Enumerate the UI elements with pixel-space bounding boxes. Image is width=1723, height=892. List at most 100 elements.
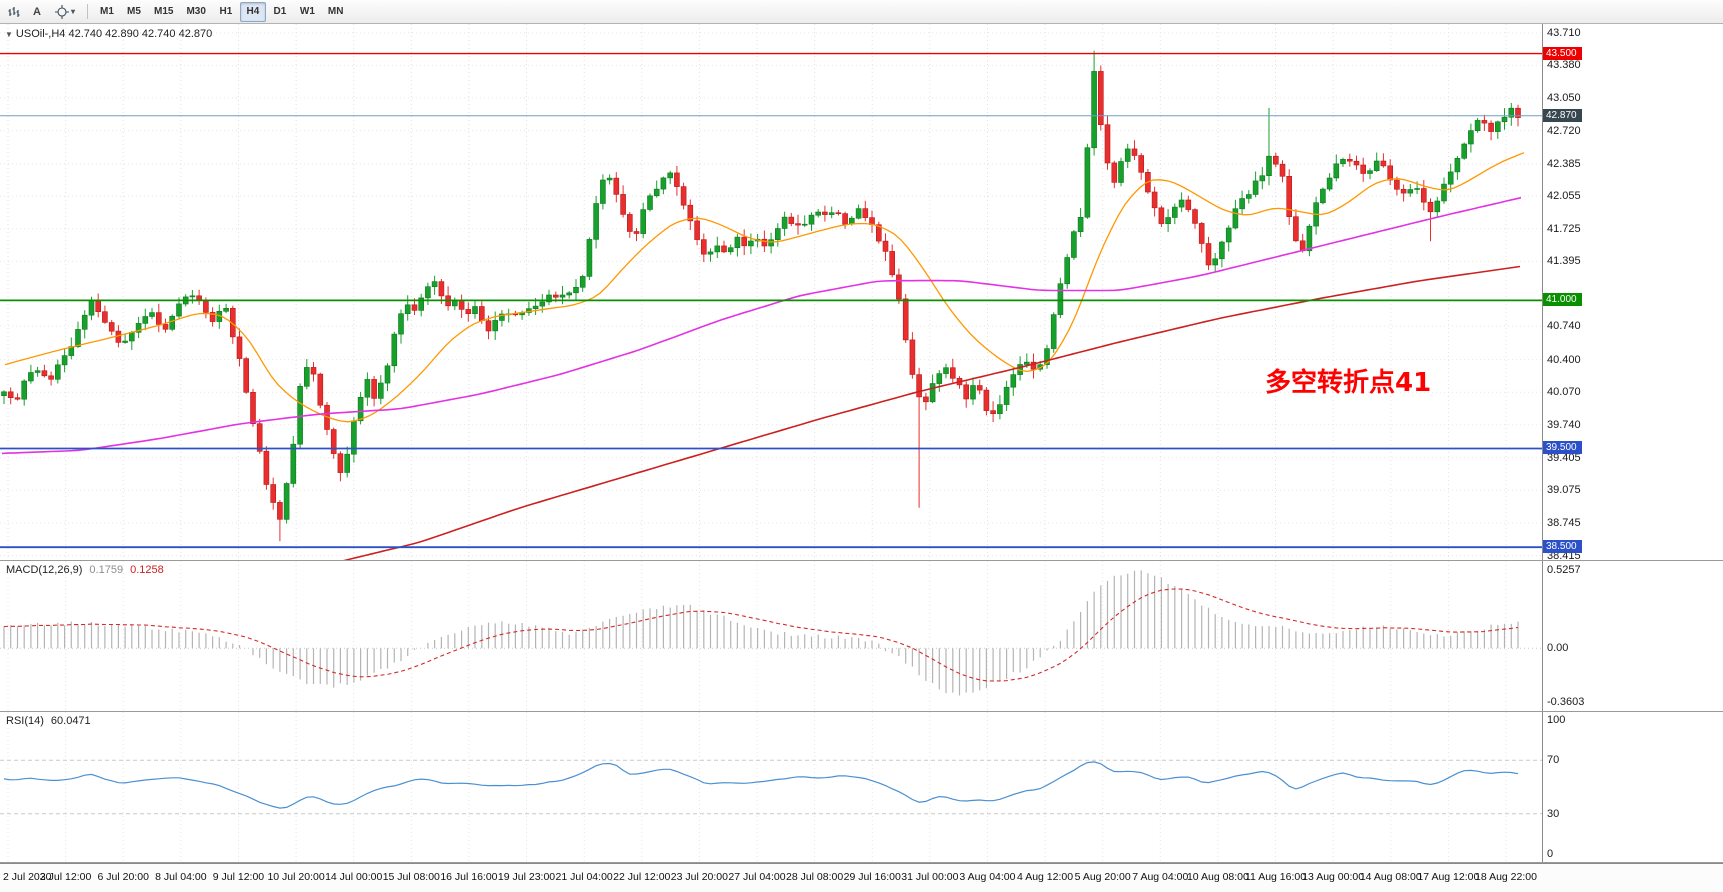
rsi-canvas	[0, 712, 1542, 862]
timeframe-button-m5[interactable]: M5	[121, 2, 147, 22]
candle	[916, 367, 922, 508]
candle	[418, 293, 425, 317]
time-axis-label: 27 Jul 04:00	[728, 871, 786, 883]
text-tool-button[interactable]: A	[26, 2, 48, 22]
candle	[674, 166, 680, 196]
candle	[472, 299, 478, 319]
candle	[344, 446, 351, 478]
price-axis-label: 43.050	[1547, 92, 1581, 105]
candle	[896, 268, 902, 304]
candle	[526, 301, 532, 316]
ma-fast-line	[4, 152, 1525, 423]
candle	[277, 500, 283, 542]
candle	[714, 236, 721, 258]
candle	[835, 210, 842, 216]
candle	[14, 393, 21, 401]
candle	[788, 212, 795, 227]
candle	[633, 228, 640, 242]
candle	[1239, 190, 1245, 215]
candle	[1360, 157, 1366, 182]
candle	[687, 199, 694, 230]
candle	[1064, 253, 1070, 289]
price-chart-canvas: 多空转折点41	[0, 24, 1542, 560]
candle	[889, 244, 896, 278]
candle	[1192, 208, 1198, 229]
candle	[842, 211, 848, 229]
time-axis-label: 3 Aug 04:00	[959, 871, 1016, 883]
candle	[707, 248, 714, 262]
time-axis-label: 4 Aug 12:00	[1017, 871, 1074, 883]
symbol-ohlc-text: USOil-,H4 42.740 42.890 42.740 42.870	[15, 28, 213, 40]
time-axis-label: 10 Aug 08:00	[1186, 871, 1249, 883]
candle	[1407, 184, 1414, 197]
candle	[1044, 344, 1050, 369]
timeframe-button-d1[interactable]: D1	[267, 2, 293, 22]
candle	[1441, 177, 1447, 204]
candle	[1, 390, 7, 405]
candle	[458, 294, 465, 318]
rsi-value: 60.0471	[50, 715, 91, 727]
chevron-down-icon: ▾	[70, 7, 75, 16]
macd-panel[interactable]: MACD(12,26,9) 0.1759 0.1258 0.5257 0.00 -0.3…	[0, 561, 1723, 712]
timeframe-button-h1[interactable]: H1	[213, 2, 239, 22]
candle	[303, 359, 310, 390]
candle	[748, 233, 754, 255]
candle	[1427, 198, 1434, 242]
candle	[364, 372, 371, 406]
candle	[640, 202, 647, 239]
candle	[391, 331, 398, 373]
candle	[613, 172, 620, 203]
time-axis-label: 16 Jul 16:00	[440, 871, 498, 883]
candle	[61, 348, 68, 373]
candle	[573, 279, 579, 301]
timeframe-button-w1[interactable]: W1	[294, 2, 321, 22]
timeframe-button-mn[interactable]: MN	[322, 2, 350, 22]
timeframe-button-m15[interactable]: M15	[148, 2, 179, 22]
rsi-panel[interactable]: RSI(14) 60.0471 100 70 30 0	[0, 712, 1723, 863]
candle	[209, 307, 216, 327]
time-axis-label: 15 Jul 08:00	[382, 871, 440, 883]
rsi-axis-label: 0	[1547, 848, 1554, 860]
top-toolbar: A ▾ M1 M5 M15 M30 H1 H4 D1 W1 MN	[0, 0, 1723, 24]
collapse-arrow-icon[interactable]: ▼	[5, 30, 13, 39]
candle	[169, 314, 175, 332]
candle	[337, 451, 344, 482]
crosshair-icon	[54, 4, 69, 19]
price-chart-panel[interactable]: 多空转折点41 ▼ USOil-,H4 42.740 42.890 42.740 …	[0, 24, 1723, 562]
candle	[909, 332, 916, 379]
chart-bars-button[interactable]	[3, 2, 25, 22]
candle	[135, 316, 142, 339]
timeframe-button-h4[interactable]: H4	[239, 1, 266, 22]
price-axis[interactable]: 43.710 43.380 43.050 42.720 42.385 42.055 41.7…	[1542, 24, 1723, 562]
candle	[1488, 120, 1494, 141]
timeframe-button-m1[interactable]: M1	[94, 2, 120, 22]
timeframe-button-m30[interactable]: M30	[180, 2, 211, 22]
macd-value-signal: 0.1258	[130, 564, 164, 576]
candle	[236, 328, 243, 367]
candle	[976, 379, 983, 395]
candle	[1077, 208, 1084, 237]
macd-value-main: 0.1759	[89, 564, 124, 576]
candle	[425, 282, 431, 305]
candle	[741, 229, 748, 256]
candle	[822, 205, 828, 222]
candle	[801, 215, 808, 227]
candle	[660, 176, 667, 195]
time-axis[interactable]: 2 Jul 2020 3 Jul 12:00 6 Jul 20:00 8 Jul 04…	[0, 863, 1723, 892]
candle	[1394, 176, 1400, 196]
price-level-badge: 43.500	[1543, 46, 1582, 60]
candle	[1158, 205, 1165, 227]
candle	[250, 388, 256, 427]
crosshair-tool-button[interactable]: ▾	[49, 2, 81, 22]
candle	[243, 356, 249, 394]
candle	[330, 427, 337, 459]
candle	[1118, 157, 1124, 187]
price-axis-label: 41.395	[1547, 255, 1581, 268]
candle	[963, 381, 970, 408]
candle	[721, 240, 727, 254]
time-axis-label: 10 Jul 20:00	[267, 871, 325, 883]
price-axis-label: 39.075	[1547, 484, 1581, 497]
candle	[1252, 171, 1259, 198]
candle	[1057, 277, 1064, 319]
price-axis-label: 39.405	[1547, 451, 1581, 464]
